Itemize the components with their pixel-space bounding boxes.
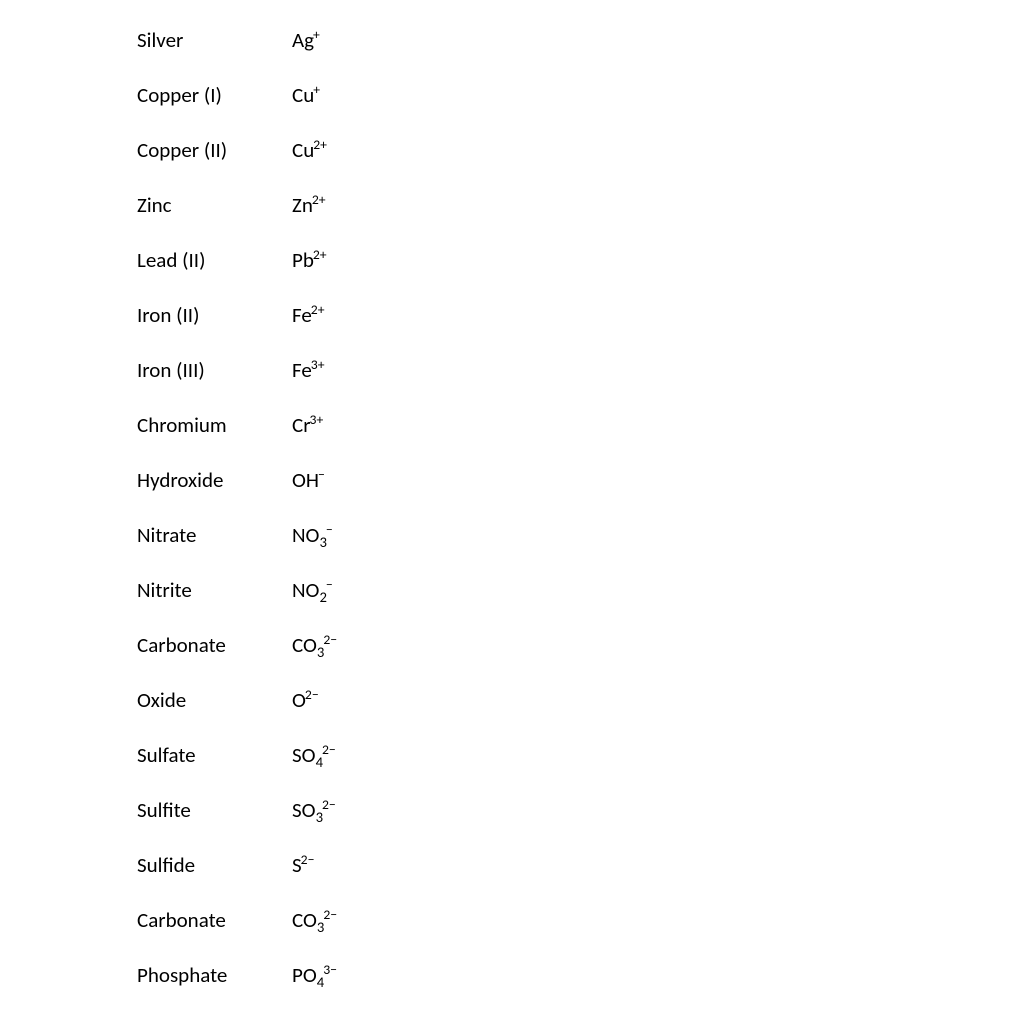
- table-row: Sulfate SO42−: [137, 743, 737, 798]
- table-row: Carbonate CO32−: [137, 633, 737, 688]
- ion-name: Phosphate: [137, 965, 292, 986]
- ion-name: Nitrate: [137, 525, 292, 546]
- ion-formula: SO32−: [292, 798, 337, 825]
- table-row: Nitrite NO2−: [137, 578, 737, 633]
- ion-formula: Fe2+: [292, 303, 326, 330]
- ion-name: Iron (II): [137, 305, 292, 326]
- table-row: Zinc Zn2+: [137, 193, 737, 248]
- ion-formula: CO32−: [292, 633, 338, 660]
- ion-formula: Pb2+: [292, 248, 328, 275]
- ion-formula: Zn2+: [292, 193, 327, 220]
- ion-formula: PO43−: [292, 963, 338, 990]
- ion-formula: S2−: [292, 853, 315, 880]
- table-row: Sulfide S2−: [137, 853, 737, 908]
- ion-formula: Ag+: [292, 28, 321, 55]
- table-row: Sulfite SO32−: [137, 798, 737, 853]
- table-row: Hydroxide OH−: [137, 468, 737, 523]
- ion-name: Sulfide: [137, 855, 292, 876]
- ion-formula: Fe3+: [292, 358, 326, 385]
- ion-name: Chromium: [137, 415, 292, 436]
- ion-name: Zinc: [137, 195, 292, 216]
- ion-name: Silver: [137, 30, 292, 51]
- table-row: Carbonate CO32−: [137, 908, 737, 963]
- table-row: Phosphate PO43−: [137, 963, 737, 1018]
- ion-name: Nitrite: [137, 580, 292, 601]
- ion-name: Copper (II): [137, 140, 292, 161]
- ion-formula: NO2−: [292, 578, 334, 605]
- table-row: Lead (II) Pb2+: [137, 248, 737, 303]
- ion-formula: Cr3+: [292, 413, 324, 440]
- ion-formula: Cu+: [292, 83, 321, 110]
- table-row: Copper (I) Cu+: [137, 83, 737, 138]
- ion-formula: OH−: [292, 468, 326, 495]
- table-row: Silver Ag+: [137, 28, 737, 83]
- table-row: Copper (II) Cu2+: [137, 138, 737, 193]
- ion-name: Sulfite: [137, 800, 292, 821]
- ion-name: Hydroxide: [137, 470, 292, 491]
- table-row: Oxide O2−: [137, 688, 737, 743]
- ion-table: Silver Ag+ Copper (I) Cu+ Copper (II) Cu…: [137, 28, 737, 1018]
- ion-name: Copper (I): [137, 85, 292, 106]
- ion-name: Iron (III): [137, 360, 292, 381]
- ion-name: Oxide: [137, 690, 292, 711]
- ion-formula: SO42−: [292, 743, 337, 770]
- ion-formula: NO3−: [292, 523, 334, 550]
- ion-name: Carbonate: [137, 910, 292, 931]
- ion-formula: CO32−: [292, 908, 338, 935]
- ion-name: Sulfate: [137, 745, 292, 766]
- table-row: Chromium Cr3+: [137, 413, 737, 468]
- ion-name: Lead (II): [137, 250, 292, 271]
- table-row: Nitrate NO3−: [137, 523, 737, 578]
- ion-formula: Cu2+: [292, 138, 328, 165]
- ion-formula: O2−: [292, 688, 320, 715]
- ion-name: Carbonate: [137, 635, 292, 656]
- table-row: Iron (II) Fe2+: [137, 303, 737, 358]
- table-row: Iron (III) Fe3+: [137, 358, 737, 413]
